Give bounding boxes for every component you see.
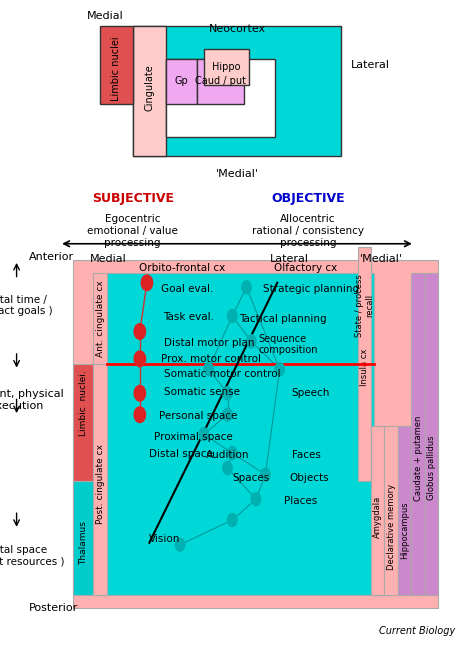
Text: Faces: Faces: [292, 450, 320, 460]
Circle shape: [134, 407, 146, 422]
Bar: [166, 58, 197, 104]
Text: Medial: Medial: [90, 254, 127, 263]
Bar: [197, 58, 244, 104]
Text: Gp: Gp: [174, 76, 189, 86]
Circle shape: [251, 493, 261, 506]
Text: Globus pallidus: Globus pallidus: [428, 436, 436, 500]
Text: Posterior: Posterior: [28, 603, 78, 613]
Circle shape: [199, 428, 209, 441]
Bar: [73, 364, 93, 481]
Text: Vision: Vision: [149, 534, 181, 545]
Text: Neocortex: Neocortex: [209, 24, 265, 34]
Bar: [358, 247, 371, 481]
Circle shape: [134, 324, 146, 339]
Text: SUBJECTIVE: SUBJECTIVE: [92, 192, 173, 205]
Circle shape: [275, 363, 284, 376]
Text: Current, physical
execution: Current, physical execution: [0, 389, 64, 411]
Text: Insula cx: Insula cx: [360, 348, 369, 386]
Text: Lateral: Lateral: [351, 60, 390, 70]
Bar: [107, 273, 374, 595]
Text: Limbic nuclei: Limbic nuclei: [111, 36, 121, 101]
Bar: [93, 273, 107, 364]
Text: Amygdala: Amygdala: [374, 495, 382, 538]
Circle shape: [134, 351, 146, 367]
Text: ( Distal space
abstract resources ): ( Distal space abstract resources ): [0, 545, 64, 567]
Text: Sequence
composition: Sequence composition: [258, 333, 318, 356]
Text: 'Medial': 'Medial': [360, 254, 403, 263]
Circle shape: [134, 385, 146, 401]
Text: ( Distal time /
abstract goals ): ( Distal time / abstract goals ): [0, 294, 53, 317]
Circle shape: [261, 468, 270, 481]
Text: State / process
recall: State / process recall: [355, 274, 374, 337]
Text: Allocentric
rational / consistency
processing: Allocentric rational / consistency proce…: [252, 214, 364, 248]
Text: Prox. motor control: Prox. motor control: [161, 354, 261, 365]
Text: Personal space: Personal space: [159, 411, 237, 421]
Bar: [204, 49, 249, 84]
Text: Distal motor plan: Distal motor plan: [164, 338, 254, 348]
Bar: [371, 426, 384, 595]
Text: Limbic  nuclei.: Limbic nuclei.: [79, 370, 88, 436]
Bar: [425, 273, 438, 595]
Bar: [73, 260, 438, 608]
Circle shape: [228, 447, 237, 460]
Text: Declarative memory: Declarative memory: [387, 484, 395, 569]
Text: Hippo: Hippo: [212, 62, 241, 72]
Bar: [384, 426, 398, 595]
Circle shape: [223, 408, 232, 421]
Text: Goal eval.: Goal eval.: [161, 284, 213, 294]
Text: Caud / put: Caud / put: [195, 76, 246, 86]
Bar: [100, 26, 133, 104]
Circle shape: [228, 514, 237, 526]
Text: OBJECTIVE: OBJECTIVE: [271, 192, 345, 205]
Text: Cingulate: Cingulate: [144, 64, 155, 111]
Circle shape: [242, 281, 251, 294]
Text: 'Medial': 'Medial': [216, 169, 258, 179]
Text: Task eval.: Task eval.: [164, 312, 215, 322]
Circle shape: [141, 275, 153, 291]
Text: Audition: Audition: [206, 450, 250, 460]
Bar: [166, 58, 275, 136]
Text: Olfactory cx: Olfactory cx: [274, 263, 337, 274]
Text: Strategic planning: Strategic planning: [263, 284, 359, 294]
Circle shape: [246, 335, 256, 348]
Text: Speech: Speech: [292, 388, 330, 398]
Text: Tactical planning: Tactical planning: [239, 313, 327, 324]
Circle shape: [223, 462, 232, 474]
Bar: [398, 426, 411, 595]
Text: Distal space: Distal space: [149, 448, 213, 459]
Circle shape: [228, 309, 237, 322]
Bar: [93, 364, 107, 595]
Text: Orbito-frontal cx: Orbito-frontal cx: [139, 263, 226, 274]
Text: Places: Places: [284, 495, 318, 506]
Text: Somatic sense: Somatic sense: [164, 387, 239, 397]
Text: Proximal space: Proximal space: [154, 432, 233, 442]
Text: Medial: Medial: [86, 11, 123, 21]
Bar: [411, 273, 425, 595]
Text: Post. cingulate cx: Post. cingulate cx: [96, 444, 104, 525]
Bar: [133, 26, 341, 156]
Text: Current Biology: Current Biology: [379, 625, 455, 636]
Text: Caudate + putamen: Caudate + putamen: [414, 415, 422, 501]
Circle shape: [223, 387, 232, 400]
Circle shape: [204, 363, 213, 376]
Text: Ant. cingulate cx: Ant. cingulate cx: [96, 280, 104, 357]
Text: Lateral: Lateral: [270, 254, 309, 263]
Text: Hippocampus: Hippocampus: [400, 501, 409, 558]
Text: Anterior: Anterior: [28, 252, 73, 262]
Text: Somatic motor control: Somatic motor control: [164, 369, 280, 379]
Bar: [73, 481, 93, 595]
Bar: [133, 26, 166, 156]
Text: Objects: Objects: [289, 473, 329, 483]
Text: Thalamus: Thalamus: [79, 521, 88, 565]
Circle shape: [175, 538, 185, 551]
Text: Spaces: Spaces: [232, 473, 270, 483]
Text: Egocentric
emotional / value
processing: Egocentric emotional / value processing: [87, 214, 178, 248]
